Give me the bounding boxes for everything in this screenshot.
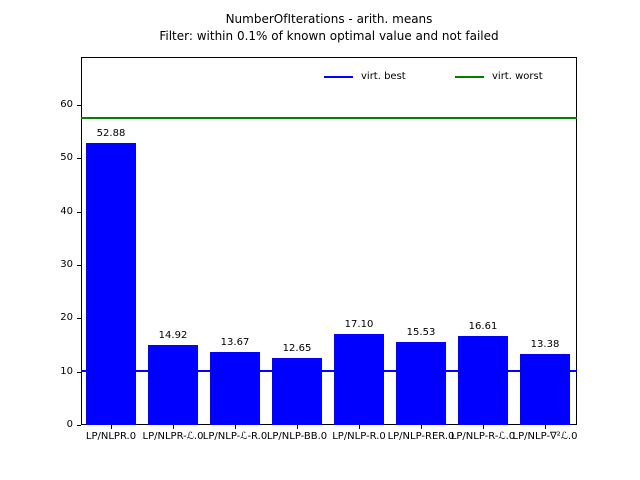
- bar-value-label: 15.53: [406, 327, 436, 338]
- x-axis-tick-mark: [111, 425, 112, 429]
- virt-best-line: [81, 370, 577, 372]
- y-axis-tick-label: 50: [60, 152, 73, 163]
- y-axis-tick-mark: [77, 158, 81, 159]
- x-axis-tick-mark: [173, 425, 174, 429]
- x-axis-tick-mark: [297, 425, 298, 429]
- bar-value-label: 52.88: [96, 128, 126, 139]
- bar: [86, 143, 136, 425]
- bar: [272, 358, 322, 425]
- bar: [458, 336, 508, 425]
- x-axis-tick-label: LP/NLPR-ℒ.0: [142, 431, 204, 442]
- bar: [520, 354, 570, 425]
- virt-worst-line-swatch: [455, 76, 484, 78]
- x-axis-tick-label: LP/NLPR.0: [85, 431, 137, 442]
- bar-value-label: 14.92: [158, 330, 188, 341]
- x-axis-tick-mark: [235, 425, 236, 429]
- y-axis-tick-mark: [77, 265, 81, 266]
- y-axis-tick-mark: [77, 318, 81, 319]
- y-axis-tick-label: 0: [66, 419, 73, 430]
- legend-item-virt-worst: virt. worst: [455, 70, 570, 84]
- chart-title: NumberOfIterations - arith. means Filter…: [81, 11, 577, 45]
- x-axis-tick-label: LP/NLP-BB.0: [266, 431, 328, 442]
- x-axis-tick-mark: [421, 425, 422, 429]
- virt-best-line-swatch: [324, 76, 353, 78]
- x-axis-tick-label: LP/NLP-ℒ-R.0: [202, 431, 268, 442]
- x-axis-tick-mark: [483, 425, 484, 429]
- x-axis-tick-label: LP/NLP-R.0: [332, 431, 386, 442]
- chart-title-line1: NumberOfIterations - arith. means: [225, 12, 433, 26]
- bar-value-label: 13.67: [220, 337, 250, 348]
- legend-item-virt-best: virt. best: [324, 70, 434, 84]
- bar-value-label: 16.61: [468, 321, 498, 332]
- y-axis-tick-label: 10: [60, 366, 73, 377]
- x-axis-tick-mark: [545, 425, 546, 429]
- bar: [334, 334, 384, 425]
- x-axis-tick-label: LP/NLP-RER.0: [387, 431, 455, 442]
- y-axis-tick-mark: [77, 425, 81, 426]
- y-axis-tick-mark: [77, 372, 81, 373]
- legend-label-virt-best: virt. best: [361, 71, 406, 82]
- y-axis-tick-label: 20: [60, 312, 73, 323]
- virt-worst-line: [81, 117, 577, 119]
- bar-value-label: 12.65: [282, 343, 312, 354]
- bar-value-label: 13.38: [530, 339, 560, 350]
- bar: [210, 352, 260, 425]
- y-axis-tick-label: 30: [60, 259, 73, 270]
- x-axis-tick-label: LP/NLP-∇²ℒ.0: [512, 431, 578, 442]
- y-axis-tick-mark: [77, 105, 81, 106]
- y-axis-tick-label: 60: [60, 99, 73, 110]
- x-axis-tick-label: LP/NLP-R-ℒ.0: [450, 431, 516, 442]
- bar: [396, 342, 446, 425]
- bar-value-label: 17.10: [344, 319, 374, 330]
- y-axis-tick-mark: [77, 212, 81, 213]
- legend-label-virt-worst: virt. worst: [492, 71, 543, 82]
- x-axis-tick-mark: [359, 425, 360, 429]
- y-axis-tick-label: 40: [60, 206, 73, 217]
- chart-title-line2: Filter: within 0.1% of known optimal val…: [159, 29, 499, 43]
- bar: [148, 345, 198, 425]
